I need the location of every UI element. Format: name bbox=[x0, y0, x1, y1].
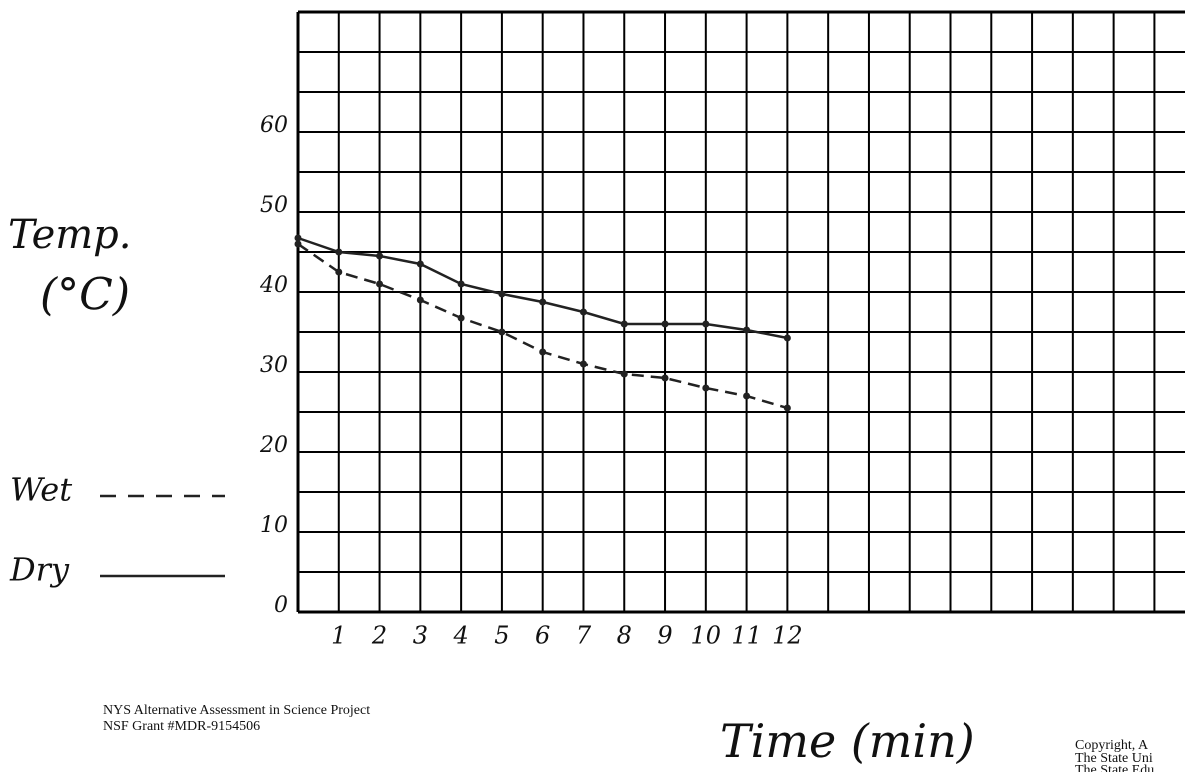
x-tick-label: 4 bbox=[452, 622, 468, 650]
data-point bbox=[376, 281, 383, 288]
y-tick-label: 50 bbox=[260, 193, 288, 218]
data-point bbox=[662, 375, 669, 382]
data-point bbox=[295, 241, 302, 248]
chart: Temp. (°C) Time (min) NYS Alternative As… bbox=[0, 0, 1186, 772]
data-point bbox=[417, 297, 424, 304]
footer-text: NSF Grant #MDR-9154506 bbox=[103, 719, 260, 734]
y-tick-label: 60 bbox=[260, 113, 288, 138]
y-tick-label: 10 bbox=[260, 513, 288, 538]
data-point bbox=[498, 291, 505, 298]
x-tick-label: 2 bbox=[371, 622, 387, 650]
x-tick-label: 5 bbox=[494, 622, 509, 650]
data-point bbox=[580, 361, 587, 368]
x-tick-label: 7 bbox=[576, 622, 592, 650]
data-point bbox=[458, 281, 465, 288]
data-point bbox=[580, 309, 587, 316]
data-point bbox=[662, 321, 669, 328]
x-tick-label: 8 bbox=[617, 622, 632, 650]
data-point bbox=[417, 261, 424, 268]
footer-text: NYS Alternative Assessment in Science Pr… bbox=[103, 703, 370, 718]
x-tick-label: 3 bbox=[413, 622, 428, 650]
data-point bbox=[702, 385, 709, 392]
data-point bbox=[743, 393, 750, 400]
x-tick-label: 10 bbox=[691, 622, 722, 650]
data-point bbox=[621, 321, 628, 328]
data-point bbox=[295, 235, 302, 242]
data-point bbox=[539, 349, 546, 356]
x-tick-label: 6 bbox=[535, 622, 550, 650]
data-point bbox=[784, 405, 791, 412]
legend-label: Wet bbox=[10, 471, 72, 509]
x-tick-label: 1 bbox=[331, 622, 346, 650]
x-tick-label: 9 bbox=[657, 622, 672, 650]
x-tick-label: 11 bbox=[731, 622, 762, 650]
data-point bbox=[458, 315, 465, 322]
data-point bbox=[335, 269, 342, 276]
data-point bbox=[498, 329, 505, 336]
data-point bbox=[335, 249, 342, 256]
y-axis-unit: (°C) bbox=[40, 270, 130, 321]
data-point bbox=[621, 371, 628, 378]
x-tick-label: 12 bbox=[772, 622, 803, 650]
footer-text: The State Edu bbox=[1075, 763, 1154, 772]
y-tick-label: 30 bbox=[260, 353, 288, 378]
data-point bbox=[702, 321, 709, 328]
data-point bbox=[743, 327, 750, 334]
legend-label: Dry bbox=[9, 551, 70, 589]
y-tick-label: 20 bbox=[259, 433, 288, 458]
data-point bbox=[784, 335, 791, 342]
data-point bbox=[539, 299, 546, 306]
y-tick-label: 0 bbox=[274, 593, 288, 618]
x-axis-label: Time (min) bbox=[720, 714, 975, 768]
y-axis-label: Temp. bbox=[8, 212, 132, 258]
data-point bbox=[376, 253, 383, 260]
y-tick-label: 40 bbox=[259, 273, 288, 298]
